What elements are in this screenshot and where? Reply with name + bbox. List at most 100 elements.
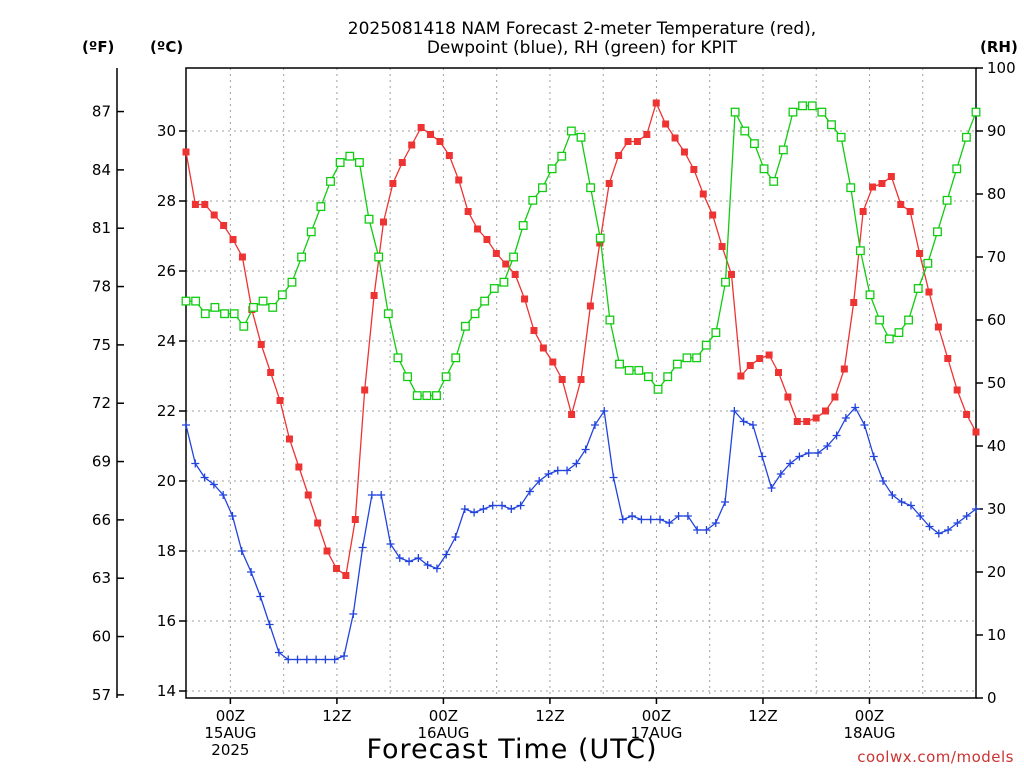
rh-point xyxy=(277,290,287,300)
dewpoint-point xyxy=(479,505,488,513)
dewpoint-point xyxy=(581,445,590,454)
celsius-tick-label: 28 xyxy=(157,192,176,210)
celsius-tick-label: 24 xyxy=(157,332,176,350)
dewpoint-point xyxy=(302,655,311,664)
rh-point xyxy=(538,183,547,193)
dewpoint-point xyxy=(414,554,423,562)
temperature-point xyxy=(238,253,246,261)
rh-point xyxy=(586,183,596,193)
temperature-point xyxy=(530,327,538,334)
x-tick-label: 15AUG xyxy=(204,724,256,742)
rh-point xyxy=(200,309,210,319)
rh-point xyxy=(576,132,586,142)
fahrenheit-tick-label: 84 xyxy=(92,161,111,179)
rh-point xyxy=(210,302,220,312)
dewpoint-point xyxy=(330,655,339,664)
dewpoint-point xyxy=(628,512,637,520)
temperature-point xyxy=(953,386,961,394)
rh-point xyxy=(191,296,201,306)
rh-point xyxy=(827,120,836,130)
fahrenheit-tick-label: 72 xyxy=(92,394,111,412)
dewpoint-point xyxy=(897,498,906,506)
fahrenheit-tick-label: 66 xyxy=(92,511,111,529)
dewpoint-point xyxy=(563,466,572,475)
x-tick-label: 00Z xyxy=(855,707,884,725)
dewpoint-point xyxy=(795,452,804,461)
rh-point xyxy=(682,353,692,363)
rh-point xyxy=(749,139,759,149)
temperature-point xyxy=(210,211,218,219)
rh-tick-label: 80 xyxy=(987,185,1006,203)
temperature-point xyxy=(869,183,877,191)
celsius-tick-label: 20 xyxy=(157,472,176,490)
dewpoint-point xyxy=(237,547,246,555)
temperature-point xyxy=(765,351,773,359)
rh-point xyxy=(403,372,413,382)
temperature-point xyxy=(925,288,933,296)
rh-point xyxy=(383,309,393,319)
temperature-markers xyxy=(182,99,980,579)
dewpoint-point xyxy=(377,491,386,499)
temperature-point xyxy=(671,134,679,142)
temperature-point xyxy=(680,148,688,156)
rh-point xyxy=(499,277,509,287)
x-tick-label: 00Z xyxy=(642,707,671,725)
dewpoint-point xyxy=(869,452,878,461)
dewpoint-point xyxy=(470,508,479,517)
rh-point xyxy=(480,296,490,306)
rh-point xyxy=(672,359,682,369)
temperature-point xyxy=(906,208,914,215)
series-layer xyxy=(181,99,981,664)
rh-point xyxy=(605,315,615,325)
rh-point xyxy=(904,315,914,325)
dewpoint-point xyxy=(200,473,209,482)
dewpoint-point xyxy=(832,431,841,440)
fahrenheit-tick-label: 69 xyxy=(92,453,111,471)
dewpoint-point xyxy=(730,407,739,415)
rh-point xyxy=(393,353,403,363)
temperature-point xyxy=(699,190,707,198)
temperature-point xyxy=(502,260,510,268)
temperature-point xyxy=(361,386,369,394)
rh-point xyxy=(326,176,335,186)
rh-point xyxy=(933,227,942,237)
temperature-point xyxy=(643,131,651,138)
dewpoint-point xyxy=(953,519,962,527)
dewpoint-point xyxy=(293,655,302,664)
dewpoint-point xyxy=(674,512,683,520)
rh-point xyxy=(432,391,441,401)
temperature-point xyxy=(455,176,463,184)
dewpoint-point xyxy=(209,480,218,489)
x-tick-label: 00Z xyxy=(216,707,245,725)
temperature-point xyxy=(822,407,830,415)
rh-point xyxy=(181,296,191,306)
dewpoint-point xyxy=(256,592,265,601)
temperature-point xyxy=(398,159,406,166)
rh-point xyxy=(258,296,268,306)
fahrenheit-tick-label: 78 xyxy=(92,278,111,296)
rh-point xyxy=(692,353,702,363)
rh-tick-label: 10 xyxy=(987,626,1006,644)
fahrenheit-tick-label: 63 xyxy=(92,569,111,587)
temperature-point xyxy=(859,208,867,215)
x-tick-label: 16AUG xyxy=(417,724,469,742)
temperature-point xyxy=(784,393,792,401)
rh-tick-label: 0 xyxy=(987,689,997,707)
rh-point xyxy=(875,315,885,325)
temperature-point xyxy=(803,418,811,425)
dewpoint-point xyxy=(572,459,581,468)
temperature-point xyxy=(229,236,237,243)
temperature-point xyxy=(775,369,782,376)
temperature-point xyxy=(539,344,547,352)
celsius-tick-label: 18 xyxy=(157,542,176,560)
dewpoint-point xyxy=(683,512,692,520)
temperature-point xyxy=(257,341,265,348)
dewpoint-point xyxy=(860,421,869,429)
temperature-point xyxy=(709,211,717,219)
temperature-point xyxy=(285,435,293,443)
chart-title-line-1: 2025081418 NAM Forecast 2-meter Temperat… xyxy=(348,19,816,39)
temperature-point xyxy=(934,323,942,331)
rh-point xyxy=(557,151,567,161)
temperature-point xyxy=(427,131,435,138)
celsius-tick-label: 26 xyxy=(157,262,176,280)
